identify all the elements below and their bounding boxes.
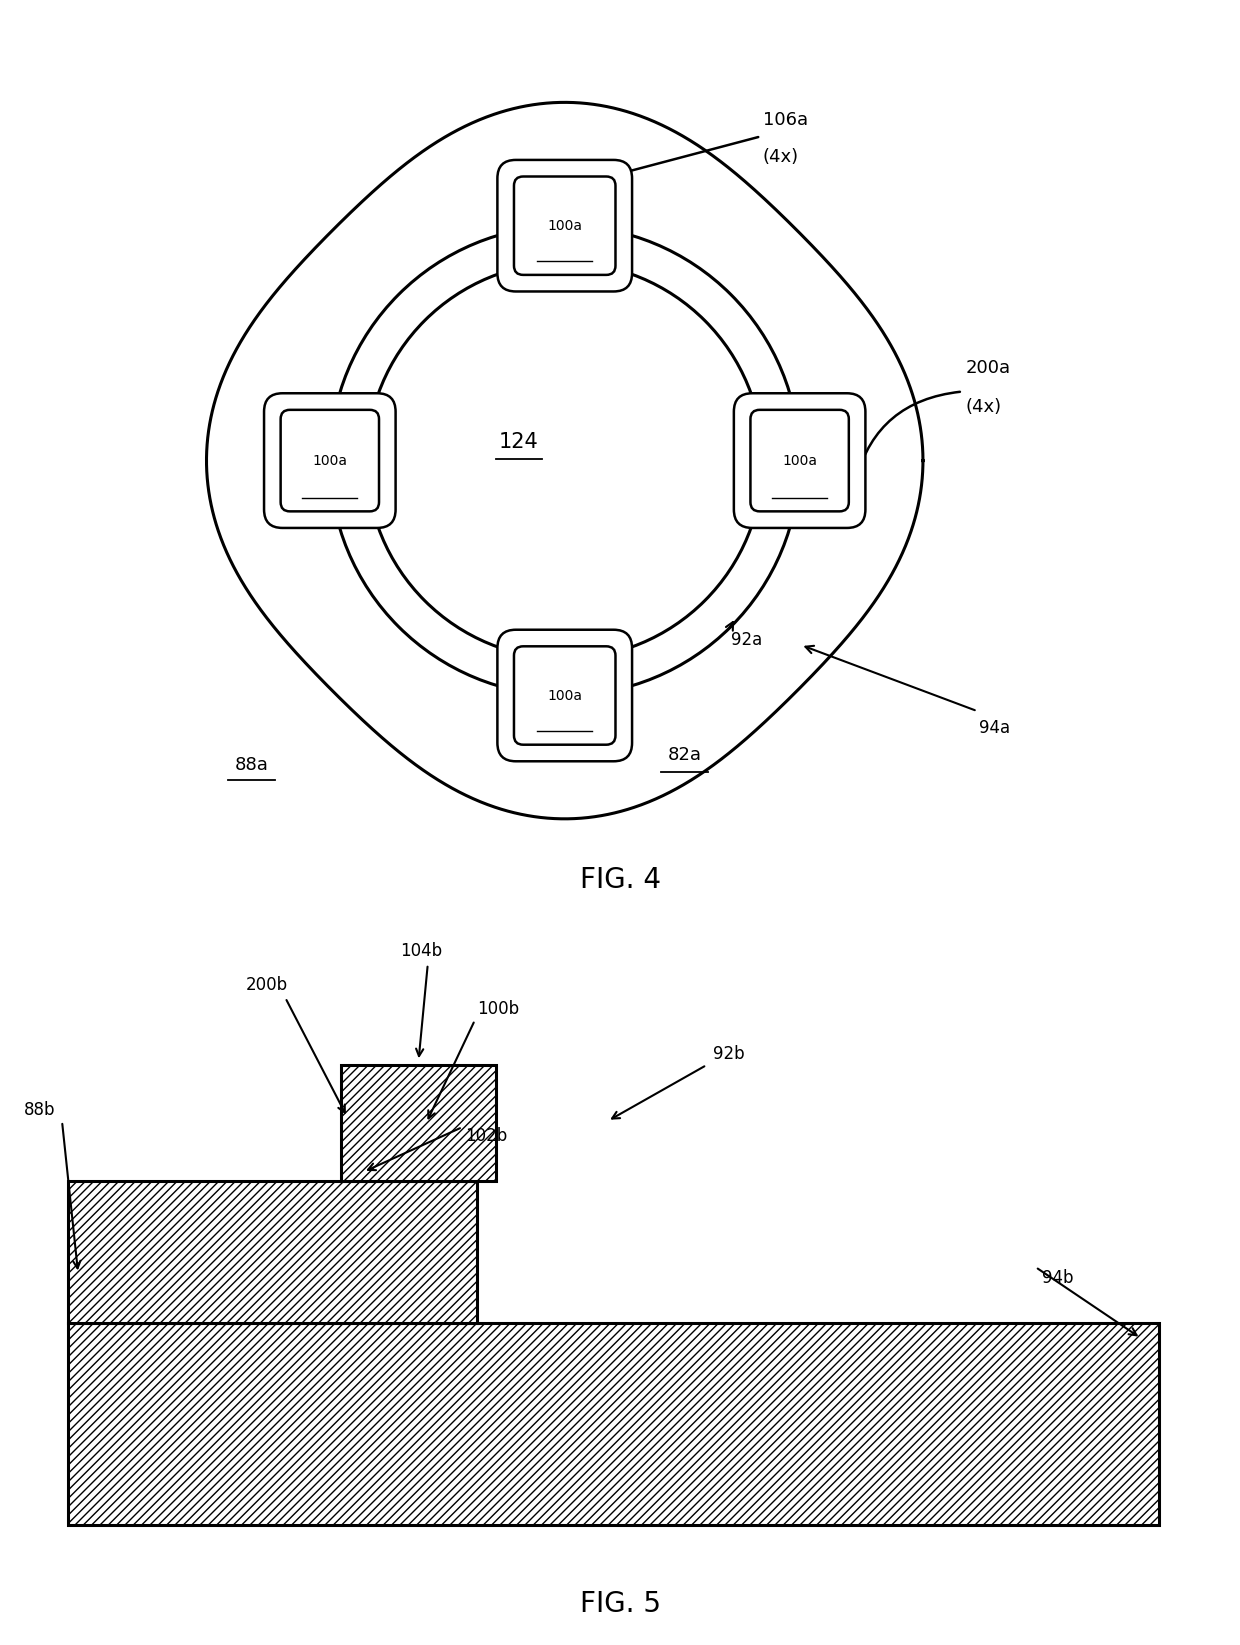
Text: 124: 124	[498, 433, 538, 452]
Text: 92b: 92b	[713, 1045, 745, 1063]
Text: 94b: 94b	[1042, 1270, 1073, 1288]
Text: 100a: 100a	[312, 454, 347, 467]
Text: 94a: 94a	[980, 719, 1011, 737]
Bar	[68, 1181, 477, 1323]
Text: 88a: 88a	[234, 755, 268, 773]
Text: 100a: 100a	[547, 689, 583, 702]
FancyBboxPatch shape	[497, 630, 632, 762]
FancyBboxPatch shape	[513, 646, 615, 745]
Text: FIG. 5: FIG. 5	[579, 1589, 661, 1617]
Text: 200a: 200a	[966, 360, 1011, 377]
Text: 200b: 200b	[246, 975, 288, 994]
Text: 100a: 100a	[547, 219, 583, 232]
Text: 100b: 100b	[477, 1000, 520, 1018]
Text: (4x): (4x)	[763, 148, 799, 166]
Text: 104b: 104b	[401, 943, 443, 961]
Text: 102b: 102b	[465, 1127, 507, 1145]
FancyBboxPatch shape	[264, 393, 396, 528]
FancyBboxPatch shape	[750, 410, 849, 512]
FancyBboxPatch shape	[497, 160, 632, 291]
Text: (4x): (4x)	[966, 398, 1002, 416]
Text: 88b: 88b	[25, 1101, 56, 1119]
FancyBboxPatch shape	[513, 176, 615, 275]
Bar	[68, 1323, 1159, 1525]
Text: 92a: 92a	[730, 632, 761, 650]
Text: FIG. 4: FIG. 4	[579, 865, 661, 893]
Text: 100a: 100a	[782, 454, 817, 467]
FancyBboxPatch shape	[734, 393, 866, 528]
Text: 82a: 82a	[667, 747, 702, 765]
FancyBboxPatch shape	[280, 410, 379, 512]
Text: 106a: 106a	[763, 110, 808, 128]
Bar	[341, 1064, 496, 1181]
